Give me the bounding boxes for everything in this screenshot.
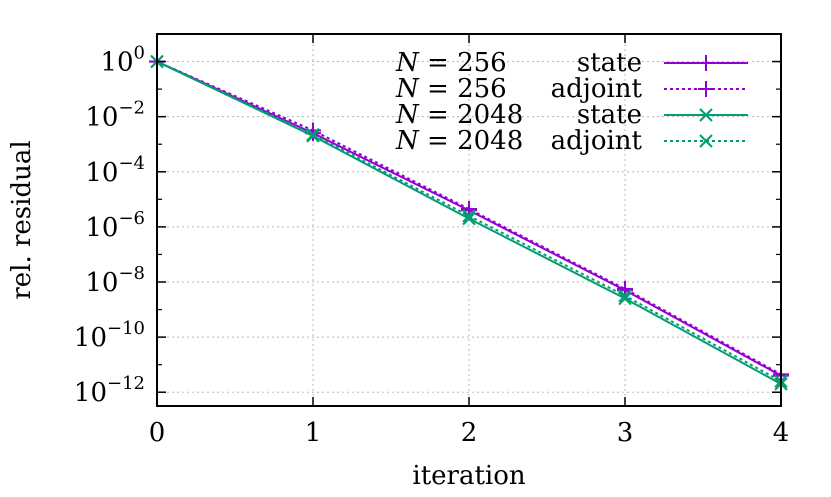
- y-tick-label: 10−2: [85, 98, 145, 133]
- legend-marker: [698, 81, 714, 97]
- x-tick-label: 3: [617, 418, 634, 448]
- data-point: [618, 289, 632, 303]
- legend-marker: [699, 108, 713, 122]
- y-tick-label: 100: [100, 43, 145, 78]
- legend-label: N = 256: [395, 48, 507, 78]
- x-tick-label: 2: [461, 418, 478, 448]
- y-tick-label: 10−6: [85, 208, 145, 243]
- data-point: [306, 127, 320, 142]
- legend-label: N = 2048: [395, 100, 523, 130]
- data-point: [617, 280, 633, 297]
- x-tick-label: 1: [305, 418, 322, 448]
- y-tick-label: 10−12: [74, 373, 145, 408]
- legend-marker: [698, 55, 714, 71]
- axis-ticks: 0 1 2 3 4 100 10−2 10−4 10−6 10−8 10−10 10−12: [74, 33, 790, 448]
- legend: N = 256 state N = 256 adjoint N = 2048 state N…: [395, 48, 748, 156]
- y-axis-title: rel. residual: [7, 140, 37, 299]
- series-lines: [149, 53, 789, 391]
- marker-stroke: [699, 108, 713, 122]
- y-tick-label: 10−8: [85, 263, 145, 298]
- marker-stroke: [618, 289, 632, 303]
- legend-label: N = 2048: [395, 126, 523, 156]
- marker-stroke: [462, 209, 476, 223]
- data-point: [618, 291, 632, 306]
- legend-label: N = 256: [395, 74, 507, 104]
- marker-stroke: [462, 211, 476, 226]
- grid: [157, 34, 781, 406]
- legend-marker: [699, 134, 713, 148]
- data-point: [462, 209, 476, 223]
- marker-stroke: [306, 127, 320, 142]
- marker-stroke: [618, 291, 632, 306]
- x-tick-label: 0: [149, 418, 166, 448]
- legend-kind: state: [577, 100, 642, 130]
- y-tick-label: 10−10: [74, 318, 145, 353]
- y-tick-label: 10−4: [85, 153, 145, 188]
- x-axis-title: iteration: [412, 461, 525, 491]
- legend-kind: adjoint: [551, 74, 643, 104]
- marker-stroke: [699, 134, 713, 148]
- x-tick-label: 4: [773, 418, 790, 448]
- legend-kind: adjoint: [551, 126, 643, 156]
- data-point: [461, 200, 477, 217]
- legend-kind: state: [577, 48, 642, 78]
